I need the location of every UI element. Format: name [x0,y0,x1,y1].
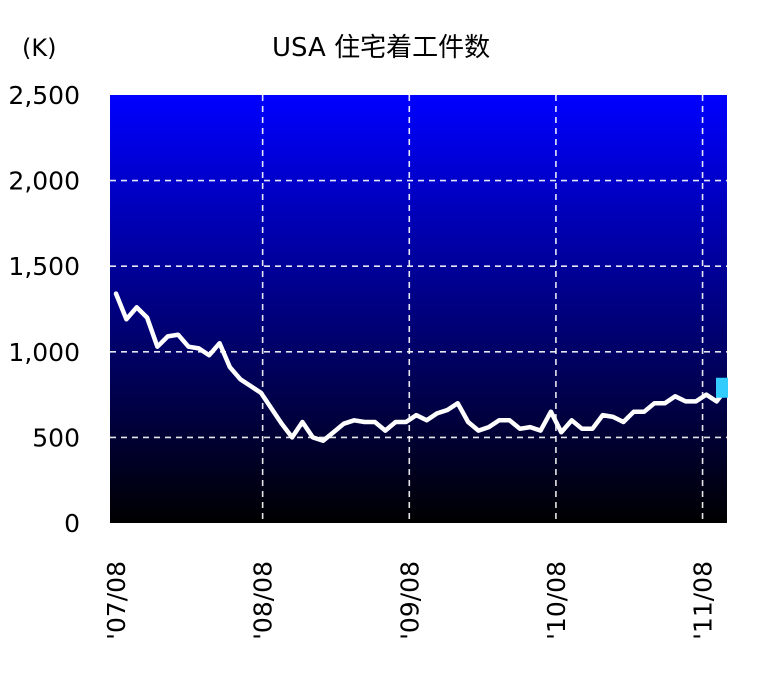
x-axis-ticks: '07/08 '08/08 '09/08 '10/08 '11/08 [102,561,718,640]
plot-area [110,95,727,523]
x-tick-label: '11/08 [689,561,718,640]
chart-title: USA 住宅着工件数 [272,33,490,63]
x-tick-label: '08/08 [249,561,278,640]
gridlines [110,95,727,523]
y-tick-label: 0 [64,509,80,538]
x-tick-label: '09/08 [395,561,424,640]
x-tick-label: '10/08 [542,561,571,640]
y-tick-label: 500 [32,423,80,452]
series-layer [113,291,730,444]
y-axis-ticks: 2,500 2,000 1,500 1,000 500 0 [8,81,80,538]
series-line [113,291,730,444]
y-tick-label: 2,000 [8,167,80,196]
y-tick-label: 1,500 [8,252,80,281]
y-tick-label: 1,000 [8,338,80,367]
x-tick-label: '07/08 [102,561,131,640]
last-value-marker [716,377,728,398]
y-axis-unit-label: (K) [22,34,56,62]
y-tick-label: 2,500 [8,81,80,110]
